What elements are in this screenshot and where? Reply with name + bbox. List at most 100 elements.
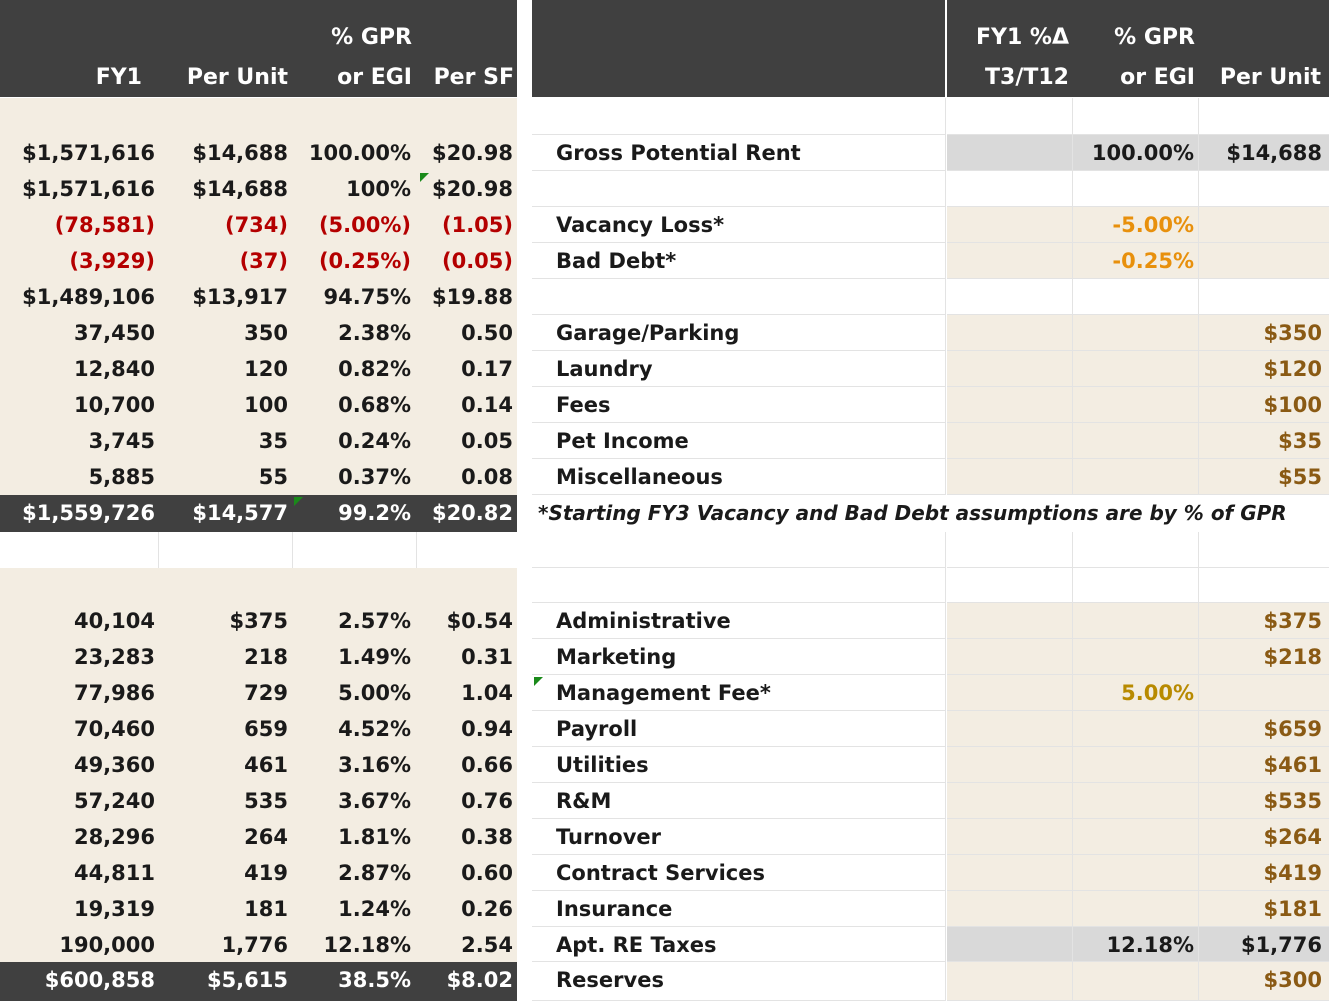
grid-cell	[947, 747, 1073, 783]
grid-cell	[947, 568, 1073, 603]
row-label: Insurance	[556, 897, 673, 921]
grid-cell	[1073, 639, 1199, 675]
cell-pct: 0.82%	[338, 357, 411, 381]
grid-cell	[1073, 603, 1199, 639]
cell-per-unit: $218	[1263, 645, 1322, 669]
grid-cell	[1199, 315, 1329, 351]
table-row: 3,745 35 0.24% 0.05	[0, 423, 517, 459]
assumption-row: Contract Services $419	[532, 855, 1329, 891]
cell-per-unit: $659	[1263, 717, 1322, 741]
grid-cell	[947, 675, 1073, 711]
grid-cell	[1199, 351, 1329, 387]
grid-cell	[1073, 891, 1199, 927]
assumption-row: Gross Potential Rent 100.00% $14,688	[532, 135, 1329, 171]
grid-cell	[947, 783, 1073, 819]
cell-pct	[1073, 639, 1194, 675]
assumption-row: Pet Income $35	[532, 423, 1329, 459]
grid-cell	[1199, 783, 1329, 819]
row-label: Administrative	[556, 609, 731, 633]
right-header-label-area	[532, 0, 945, 97]
cell-per-unit: $13,917	[192, 285, 288, 309]
table-row: 70,460 659 4.52% 0.94	[0, 711, 517, 747]
grid-cell	[1199, 747, 1329, 783]
cell-per-sf: $8.02	[446, 968, 513, 992]
grid-cell	[947, 927, 1073, 962]
row-label: Garage/Parking	[556, 321, 740, 345]
row-label: Utilities	[556, 753, 649, 777]
grid-cell	[1073, 568, 1199, 603]
table-row: $1,571,616 $14,688 100% $20.98	[0, 171, 517, 207]
cell-per-unit: 35	[258, 429, 288, 453]
assumption-row: Fees $100	[532, 387, 1329, 423]
table-row: 49,360 461 3.16% 0.66	[0, 747, 517, 783]
grid-cell	[1073, 855, 1199, 891]
grid-cell	[1073, 532, 1199, 568]
comment-indicator-icon	[420, 173, 429, 182]
grid-cell	[1199, 98, 1329, 135]
cell-per-unit: $181	[1263, 897, 1322, 921]
cell-pct: 3.16%	[338, 753, 411, 777]
table-row: 12,840 120 0.82% 0.17	[0, 351, 517, 387]
cell-per-unit: $375	[1263, 609, 1322, 633]
cell-per-sf: 0.31	[461, 645, 513, 669]
row-label: Bad Debt*	[556, 249, 677, 273]
assumption-row: Turnover $264	[532, 819, 1329, 855]
cell-fy1: 5,885	[88, 465, 155, 489]
grid-cell	[1199, 603, 1329, 639]
cell-pct: 5.00%	[338, 681, 411, 705]
cell-per-sf: 2.54	[461, 933, 513, 957]
row-label: Marketing	[556, 645, 677, 669]
grid-cell	[947, 603, 1073, 639]
grid-cell	[1199, 243, 1329, 279]
cell-fy1: $1,489,106	[22, 285, 155, 309]
cell-per-unit: $264	[1263, 825, 1322, 849]
header-pct-line2: or EGI	[337, 65, 412, 90]
grid-cell	[947, 855, 1073, 891]
cell-per-sf: 0.50	[461, 321, 513, 345]
assumption-row: Vacancy Loss* -5.00%	[532, 207, 1329, 243]
expense-block	[0, 568, 517, 962]
cell-per-unit: 350	[244, 321, 288, 345]
assumption-row: Administrative $375	[532, 603, 1329, 639]
grid-cell	[532, 891, 946, 927]
grid-cell	[947, 962, 1073, 1001]
cell-per-unit: (37)	[239, 249, 288, 273]
grid-cell	[947, 423, 1073, 459]
cell-per-unit: $350	[1263, 321, 1322, 345]
grid-cell	[1073, 423, 1199, 459]
cell-per-unit: 535	[244, 789, 288, 813]
assumption-row: Bad Debt* -0.25%	[532, 243, 1329, 279]
row-label: Contract Services	[556, 861, 765, 885]
row-label: Management Fee*	[556, 681, 771, 705]
grid-cell	[947, 243, 1073, 279]
cell-per-sf: $20.82	[431, 501, 513, 525]
grid-cell	[1199, 387, 1329, 423]
row-label: Turnover	[556, 825, 661, 849]
grid-cell	[1073, 315, 1199, 351]
grid-cell	[532, 532, 946, 568]
cell-per-sf: 0.76	[461, 789, 513, 813]
right-header: FY1 %Δ T3/T12 % GPR or EGI Per Unit	[947, 0, 1329, 97]
cell-pct	[1073, 603, 1194, 639]
cell-per-unit: $14,688	[1226, 141, 1322, 165]
table-row: 28,296 264 1.81% 0.38	[0, 819, 517, 855]
cell-per-sf: 0.66	[461, 753, 513, 777]
cell-per-unit: 218	[244, 645, 288, 669]
revenue-block	[0, 98, 517, 495]
row-label: Miscellaneous	[556, 465, 723, 489]
cell-per-unit: $5,615	[206, 968, 288, 992]
grid-cell	[947, 351, 1073, 387]
cell-pct	[1073, 423, 1194, 459]
cell-pct: 0.24%	[338, 429, 411, 453]
cell-pct	[1073, 783, 1194, 819]
comment-indicator-icon	[534, 677, 543, 686]
cell-fy1: 70,460	[73, 717, 155, 741]
total-row: $1,559,726 $14,577 99.2% $20.82	[0, 495, 517, 531]
grid-cell	[1073, 351, 1199, 387]
grid-cell	[1073, 171, 1199, 207]
assumption-row: Payroll $659	[532, 711, 1329, 747]
grid-cell	[1199, 171, 1329, 207]
assumption-row: Apt. RE Taxes 12.18% $1,776	[532, 927, 1329, 963]
cell-pct: -0.25%	[1112, 249, 1194, 273]
cell-pct	[1073, 819, 1194, 855]
